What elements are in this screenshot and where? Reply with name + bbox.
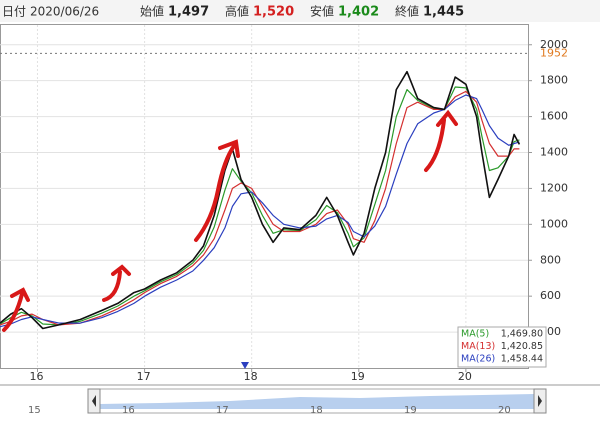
y-tick-label: 1200 <box>540 181 568 194</box>
field-label: 始値 <box>140 4 164 19</box>
navigator-label: 19 <box>404 405 417 416</box>
legend <box>457 326 547 368</box>
navigator-labels: 15 16 17 18 19 20 <box>28 405 511 416</box>
reference-label: 1952 <box>540 46 568 59</box>
arrow-head <box>10 287 30 302</box>
x-tick-label: 16 <box>29 370 43 383</box>
ma-line <box>0 86 520 326</box>
date-label: 日付 <box>2 5 26 19</box>
field-label: 終値 <box>395 4 419 19</box>
arrow-head <box>111 264 131 276</box>
y-tick-label: 2000 <box>540 38 568 51</box>
x-tick-label: 19 <box>351 370 365 383</box>
y-tick-label: 800 <box>540 253 561 266</box>
y-tick-label: 1000 <box>540 217 568 230</box>
field-value: 1,520 <box>253 5 294 20</box>
navigator-label: 16 <box>122 405 135 416</box>
handle-icon <box>538 395 542 407</box>
field-value: 1,402 <box>338 5 379 20</box>
legend-value: 1,420.85 <box>501 341 543 352</box>
date: 2020/06/26 <box>30 5 99 19</box>
arrows <box>2 109 458 332</box>
arrow-head <box>218 139 240 158</box>
legend-name: MA(26) <box>461 354 495 365</box>
navigator-label: 18 <box>310 405 323 416</box>
y-tick-label: 1400 <box>540 146 568 159</box>
y-tick-label: 600 <box>540 289 561 302</box>
arrow <box>102 270 122 302</box>
legend-name: MA(13) <box>461 341 495 352</box>
ma-line <box>0 90 520 326</box>
arrow <box>194 144 236 242</box>
field-label: 安値 <box>310 4 334 19</box>
legend-name: MA(5) <box>461 329 489 340</box>
legend-value: 1,469.80 <box>501 329 543 340</box>
arrow-head <box>436 109 458 127</box>
x-tick-label: 18 <box>244 370 258 383</box>
header-bar <box>0 0 600 22</box>
handle-icon <box>92 395 96 407</box>
x-tick-label: 20 <box>458 370 472 383</box>
header: 日付 2020/06/26 始値 1,497 高値 1,520 安値 1,402 終値 1,445 <box>2 4 464 20</box>
plot-frame <box>0 24 529 369</box>
y-tick-label: 1800 <box>540 74 568 87</box>
y-tick-label: 1600 <box>540 110 568 123</box>
arrow <box>2 292 24 332</box>
navigator-label: 20 <box>498 405 511 416</box>
navigator-label: 15 <box>28 405 41 416</box>
x-tick-label: 17 <box>137 370 151 383</box>
ma-line <box>0 94 520 328</box>
field-value: 1,445 <box>423 5 464 20</box>
navigator-label: 17 <box>216 405 229 416</box>
price-line <box>0 70 521 330</box>
cursor-marker <box>241 362 249 369</box>
arrow <box>424 118 446 172</box>
field-value: 1,497 <box>168 5 209 20</box>
legend-value: 1,458.44 <box>501 354 543 365</box>
field-label: 高値 <box>225 4 249 19</box>
navigator-area <box>100 394 534 409</box>
